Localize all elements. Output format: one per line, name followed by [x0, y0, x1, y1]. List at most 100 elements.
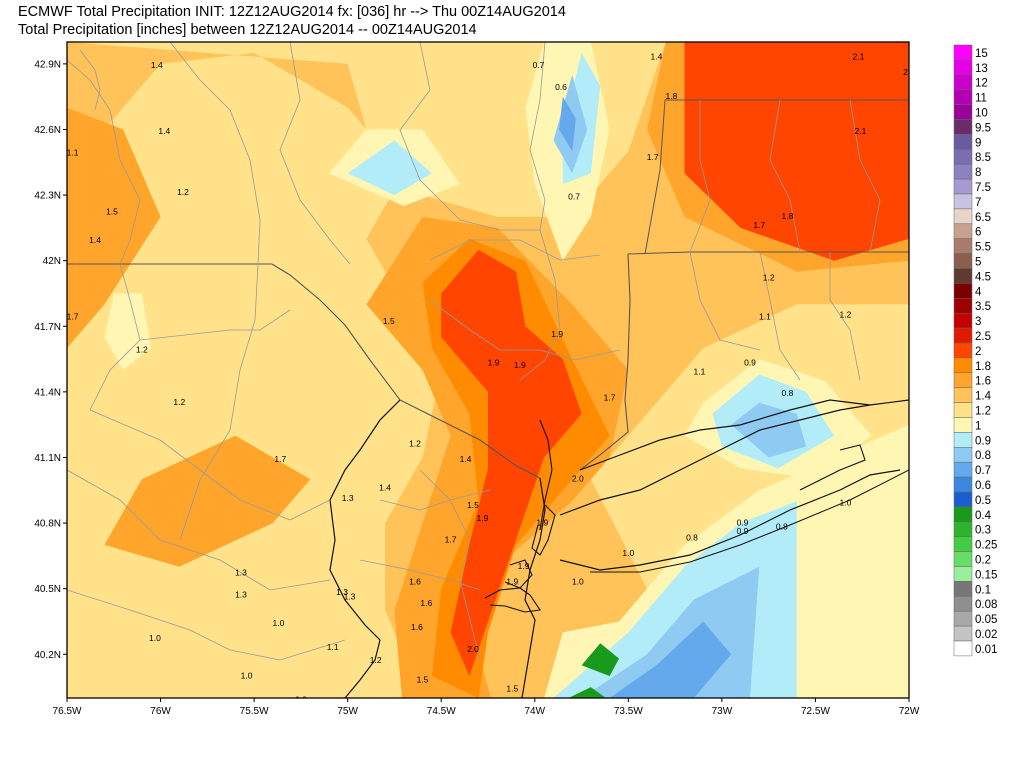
- value-label: 2.1: [854, 126, 866, 136]
- value-label: 1.5: [426, 723, 438, 733]
- county-line-13: [529, 42, 546, 231]
- colorbar-swatch: [953, 625, 973, 642]
- value-label: 1.4: [460, 454, 472, 464]
- county-line-17: [689, 100, 711, 253]
- state-border-nj-pa-river: [329, 399, 401, 698]
- colorbar-swatch: [953, 104, 973, 120]
- value-label: 1.2: [173, 397, 185, 407]
- precip-region-24: [568, 687, 606, 698]
- county-line-14: [689, 251, 761, 351]
- colorbar-label: 3.5: [975, 301, 991, 313]
- value-label: 1.9: [476, 513, 488, 523]
- colorbar-label: 6.5: [975, 212, 991, 224]
- value-label: 1.2: [839, 310, 851, 320]
- value-label: 1.9: [488, 358, 500, 368]
- colorbar-label: 0.9: [975, 435, 991, 447]
- precip-region-20: [731, 402, 807, 458]
- value-label: 1.3: [235, 589, 247, 599]
- precip-region-22: [609, 621, 732, 698]
- county-line-6: [67, 589, 346, 661]
- lat-tick-label: 42.9N: [34, 59, 61, 70]
- value-label: 1.8: [665, 91, 677, 101]
- value-label: 1.5: [417, 675, 429, 685]
- colorbar-swatch: [953, 476, 973, 493]
- long-island-north-shore: [559, 404, 871, 516]
- county-line-11: [429, 299, 621, 361]
- value-label: 1.7: [647, 152, 659, 162]
- lat-tick-label: 42.3N: [34, 191, 61, 202]
- colorbar-swatch: [953, 372, 973, 388]
- value-label: 1.1: [693, 366, 705, 376]
- colorbar-label: 0.5: [975, 495, 991, 507]
- colorbar-swatch: [953, 238, 973, 254]
- value-label-layer: 1.4 0.7 1.4 2.1 2.0 0.6 1.8 1.4 1.1 2.1 1.7 1.2 0.7 1…: [67, 52, 909, 733]
- colorbar-label: 1.8: [975, 361, 991, 373]
- chart-title: ECMWF Total Precipitation INIT: 12Z12AUG…: [18, 4, 566, 20]
- colorbar-label: 4.5: [975, 271, 991, 283]
- value-label: 1.0: [622, 548, 634, 558]
- lon-tick-label: 73W: [712, 706, 733, 717]
- value-label: 2.1: [853, 52, 865, 62]
- colorbar-swatch: [953, 119, 973, 135]
- value-label: 1.5: [467, 500, 479, 510]
- value-label: 1.8: [781, 211, 793, 221]
- lon-tick-label: 73.5W: [614, 706, 643, 717]
- value-label: 1.9: [467, 723, 479, 733]
- lon-tick-label: 74W: [524, 706, 545, 717]
- value-label: 1.1: [327, 642, 339, 652]
- lon-tick-label: 75.5W: [240, 706, 269, 717]
- lat-tick-label: 40.5N: [34, 584, 61, 595]
- county-line-8: [279, 42, 351, 265]
- value-label: 0.9: [744, 358, 756, 368]
- hudson-river: [539, 419, 553, 531]
- county-line-2: [179, 263, 259, 541]
- colorbar-swatch: [953, 566, 973, 582]
- county-line-9: [399, 42, 540, 231]
- colorbar-swatch: [953, 44, 973, 61]
- value-label: 1.9: [518, 561, 530, 571]
- staten-island: [504, 559, 533, 589]
- value-label: 1.2: [763, 272, 775, 282]
- colorbar-swatch: [953, 551, 973, 567]
- value-label: 2.0: [467, 644, 479, 654]
- value-label: 1.0: [572, 576, 584, 586]
- colorbar-label: 9.5: [975, 122, 991, 134]
- colorbar-label: 0.8: [975, 450, 991, 462]
- colorbar-swatch: [953, 432, 973, 448]
- lake-george-area: [79, 49, 101, 111]
- value-label: 1.4: [89, 235, 101, 245]
- value-label: 1.7: [753, 220, 765, 230]
- colorbar-label: 12: [975, 78, 988, 90]
- value-label: 1.3: [235, 568, 247, 578]
- colorbar-swatch: [953, 193, 973, 210]
- value-label: 0.7: [533, 60, 545, 70]
- county-line-18: [769, 99, 801, 253]
- colorbar-swatch: [953, 208, 973, 225]
- colorbar-swatch: [953, 283, 973, 299]
- boundary-layer: [67, 42, 909, 698]
- colorbar: 15131211109.598.587.576.565.554.543.532.…: [953, 44, 997, 657]
- colorbar-label: 0.02: [975, 629, 997, 641]
- value-label: 0.8: [295, 694, 307, 704]
- colorbar-label: 0.25: [975, 540, 997, 552]
- precip-region-3: [104, 435, 311, 567]
- colorbar-label: 1.4: [975, 391, 992, 403]
- value-label: 1.7: [445, 535, 457, 545]
- colorbar-swatch: [953, 402, 973, 418]
- colorbar-label: 8: [975, 167, 981, 179]
- colorbar-swatch: [953, 89, 973, 105]
- lat-tick-label: 40.2N: [34, 650, 61, 661]
- lat-tick-label: 42.6N: [34, 125, 61, 136]
- colorbar-label: 5: [975, 257, 981, 269]
- value-label: 1.6: [409, 576, 421, 586]
- nj-shore: [521, 477, 546, 698]
- county-line-20: [419, 469, 481, 661]
- value-label: 1.3: [342, 493, 354, 503]
- colorbar-label: 6: [975, 227, 981, 239]
- lat-tick-label: 41.4N: [34, 387, 61, 398]
- manhattan: [531, 504, 556, 556]
- colorbar-swatch: [953, 149, 973, 165]
- county-line-12: [429, 239, 601, 261]
- colorbar-label: 0.01: [975, 644, 997, 656]
